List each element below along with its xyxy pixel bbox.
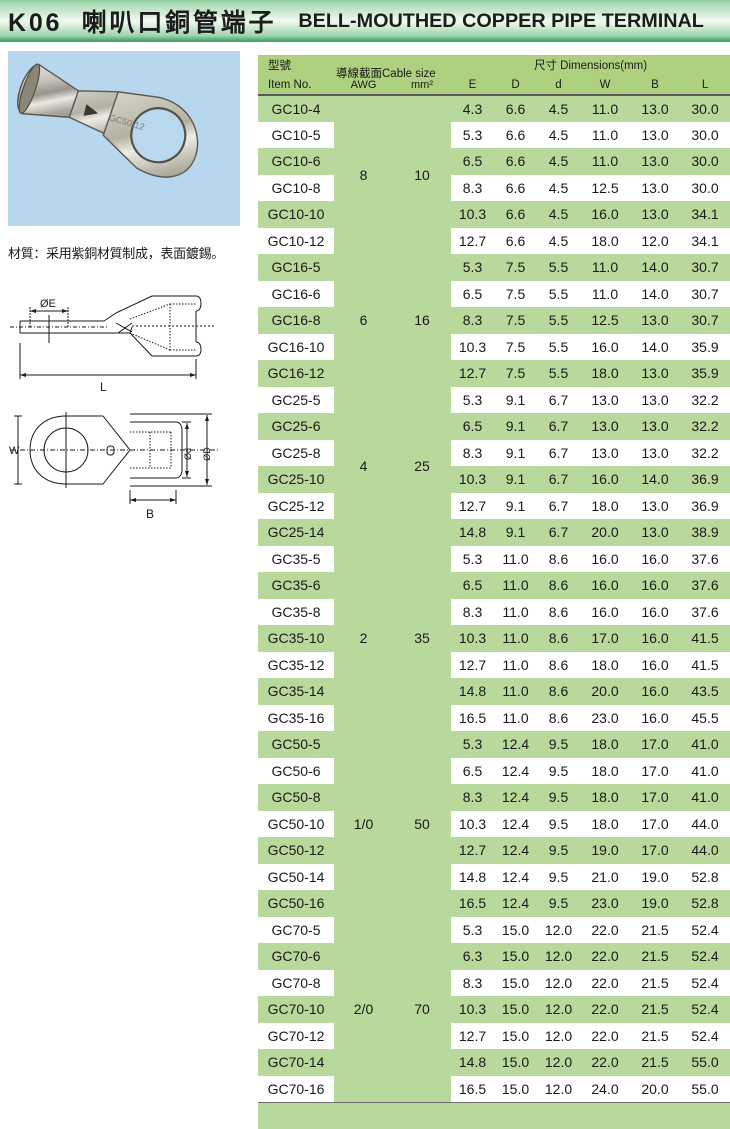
svg-text:ØD: ØD [202,447,212,461]
svg-text:Ød: Ød [183,448,193,460]
svg-text:ØE: ØE [40,298,56,310]
svg-text:B: B [146,507,154,521]
svg-text:L: L [100,380,107,394]
svg-text:W: W [9,445,20,457]
